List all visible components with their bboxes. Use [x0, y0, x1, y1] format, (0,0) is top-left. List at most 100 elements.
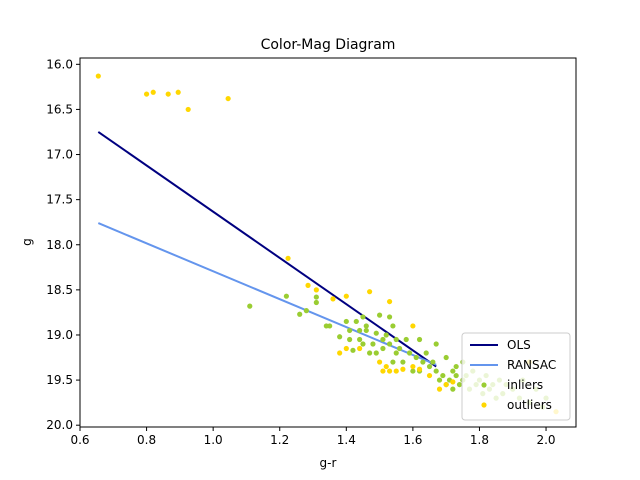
- point-inliers: [363, 323, 369, 329]
- point-outliers: [165, 91, 171, 97]
- point-inliers: [380, 336, 386, 343]
- point-inliers: [390, 323, 396, 329]
- point-inliers: [297, 311, 303, 317]
- point-outliers: [357, 345, 363, 352]
- legend-swatch-inliers: [481, 382, 487, 388]
- point-outliers: [313, 287, 319, 293]
- point-outliers: [376, 359, 383, 365]
- point-inliers: [347, 327, 353, 334]
- point-inliers: [450, 386, 456, 392]
- point-outliers: [410, 363, 416, 370]
- point-outliers: [367, 289, 373, 295]
- point-outliers: [305, 282, 311, 288]
- point-inliers: [357, 327, 363, 334]
- y-tick-label: 16.5: [46, 102, 73, 116]
- point-outliers: [150, 89, 156, 95]
- point-outliers: [380, 368, 386, 374]
- y-tick-label: 17.0: [46, 148, 73, 162]
- point-inliers: [453, 363, 459, 370]
- line-ols: [97, 131, 437, 368]
- point-inliers: [373, 330, 379, 336]
- point-outliers: [143, 91, 150, 97]
- x-tick-label: 1.4: [337, 433, 356, 447]
- point-outliers: [383, 363, 389, 370]
- y-tick-label: 18.0: [46, 238, 73, 252]
- point-inliers: [383, 332, 389, 338]
- y-tick-label: 19.5: [46, 373, 73, 387]
- point-inliers: [390, 359, 396, 365]
- point-inliers: [410, 368, 416, 374]
- point-inliers: [403, 336, 409, 343]
- point-inliers: [350, 347, 356, 353]
- point-outliers: [443, 381, 449, 388]
- point-outliers: [386, 298, 393, 305]
- chart-title: Color-Mag Diagram: [261, 37, 396, 53]
- x-axis-label: g-r: [320, 456, 337, 470]
- point-inliers: [430, 359, 436, 365]
- point-inliers: [363, 327, 369, 334]
- line-ransac: [97, 222, 437, 366]
- point-inliers: [453, 372, 459, 379]
- point-outliers: [337, 350, 343, 356]
- point-inliers: [423, 350, 429, 356]
- axes-frame: [79, 57, 577, 428]
- y-tick-label: 17.5: [46, 193, 73, 207]
- point-inliers: [420, 359, 426, 365]
- point-inliers: [357, 336, 363, 343]
- point-outliers: [400, 366, 406, 372]
- y-tick-label: 19.0: [46, 328, 73, 342]
- x-tick-label: 2.0: [536, 433, 555, 447]
- point-inliers: [337, 334, 343, 340]
- x-tick-label: 0.6: [70, 433, 89, 447]
- point-outliers: [426, 372, 433, 379]
- point-inliers: [247, 303, 253, 309]
- point-inliers: [393, 336, 399, 343]
- point-inliers: [386, 314, 393, 320]
- point-outliers: [450, 379, 456, 385]
- point-inliers: [347, 336, 353, 343]
- point-inliers: [433, 341, 439, 347]
- point-inliers: [376, 312, 383, 318]
- point-inliers: [436, 377, 443, 383]
- point-outliers: [416, 366, 423, 372]
- legend: OLS RANSAC inliers outliers: [461, 332, 571, 421]
- point-inliers: [406, 350, 413, 356]
- point-inliers: [370, 341, 376, 347]
- legend-label-outliers: outliers: [507, 398, 552, 412]
- point-outliers: [343, 293, 349, 299]
- point-inliers: [433, 368, 439, 374]
- point-outliers: [285, 255, 291, 261]
- point-inliers: [450, 368, 456, 374]
- legend-label-ransac: RANSAC: [507, 358, 556, 372]
- y-tick-label: 16.0: [46, 57, 73, 71]
- point-inliers: [396, 345, 403, 352]
- point-inliers: [380, 345, 386, 352]
- point-inliers: [353, 318, 359, 325]
- point-outliers: [95, 73, 101, 79]
- point-inliers: [313, 299, 319, 306]
- point-inliers: [343, 318, 349, 325]
- x-tick-label: 1.2: [270, 433, 289, 447]
- point-inliers: [283, 293, 289, 299]
- point-inliers: [413, 354, 419, 361]
- point-inliers: [313, 294, 319, 300]
- point-inliers: [303, 308, 309, 314]
- point-outliers: [185, 106, 191, 113]
- point-outliers: [175, 89, 181, 95]
- point-inliers: [327, 323, 333, 329]
- legend-swatch-outliers: [481, 402, 487, 408]
- point-inliers: [367, 350, 373, 356]
- x-tick-label: 1.6: [403, 433, 422, 447]
- point-outliers: [225, 95, 231, 102]
- y-tick-label: 20.0: [46, 418, 73, 432]
- point-outliers: [410, 323, 416, 329]
- x-tick-label: 1.0: [204, 433, 223, 447]
- point-inliers: [426, 363, 433, 370]
- point-outliers: [330, 296, 336, 302]
- legend-label-ols: OLS: [507, 338, 531, 352]
- legend-label-inliers: inliers: [507, 378, 543, 392]
- point-inliers: [393, 350, 399, 356]
- point-inliers: [400, 359, 406, 365]
